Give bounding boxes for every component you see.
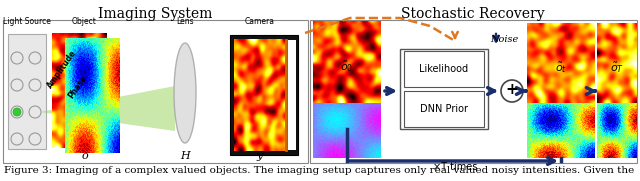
Text: $\tilde{o}_T$: $\tilde{o}_T$ xyxy=(610,60,624,75)
Bar xyxy=(8,34,46,149)
Ellipse shape xyxy=(174,43,196,143)
Text: Light Source: Light Source xyxy=(3,17,51,26)
Text: Amplitude: Amplitude xyxy=(45,48,79,90)
Text: o: o xyxy=(81,151,88,161)
Text: +: + xyxy=(506,83,518,98)
Text: Noise: Noise xyxy=(490,35,518,44)
Text: Lens: Lens xyxy=(176,17,194,26)
Bar xyxy=(404,91,484,127)
Bar xyxy=(400,49,488,129)
Text: H: H xyxy=(180,151,190,161)
Text: Likelihood: Likelihood xyxy=(419,64,468,74)
Text: $\tilde{o}_t$: $\tilde{o}_t$ xyxy=(555,60,567,75)
Bar xyxy=(310,20,637,163)
Text: Phase: Phase xyxy=(67,74,89,100)
Text: Stochastic Recovery: Stochastic Recovery xyxy=(401,7,545,21)
Polygon shape xyxy=(40,86,175,131)
Circle shape xyxy=(501,80,523,102)
Text: DNN Prior: DNN Prior xyxy=(420,104,468,114)
Bar xyxy=(230,35,298,155)
Text: Object: Object xyxy=(72,17,97,26)
Text: ×T times: ×T times xyxy=(433,162,477,172)
Text: Figure 3: Imaging of a complex valued objects. The imaging setup captures only r: Figure 3: Imaging of a complex valued ob… xyxy=(4,166,634,175)
Circle shape xyxy=(13,108,21,116)
Text: Imaging System: Imaging System xyxy=(98,7,212,21)
Bar xyxy=(3,20,308,163)
Bar xyxy=(288,40,296,150)
Text: Camera: Camera xyxy=(245,17,275,26)
Bar xyxy=(404,51,484,87)
Text: $\tilde{o}_0$: $\tilde{o}_0$ xyxy=(340,59,354,74)
Text: y: y xyxy=(257,151,263,161)
